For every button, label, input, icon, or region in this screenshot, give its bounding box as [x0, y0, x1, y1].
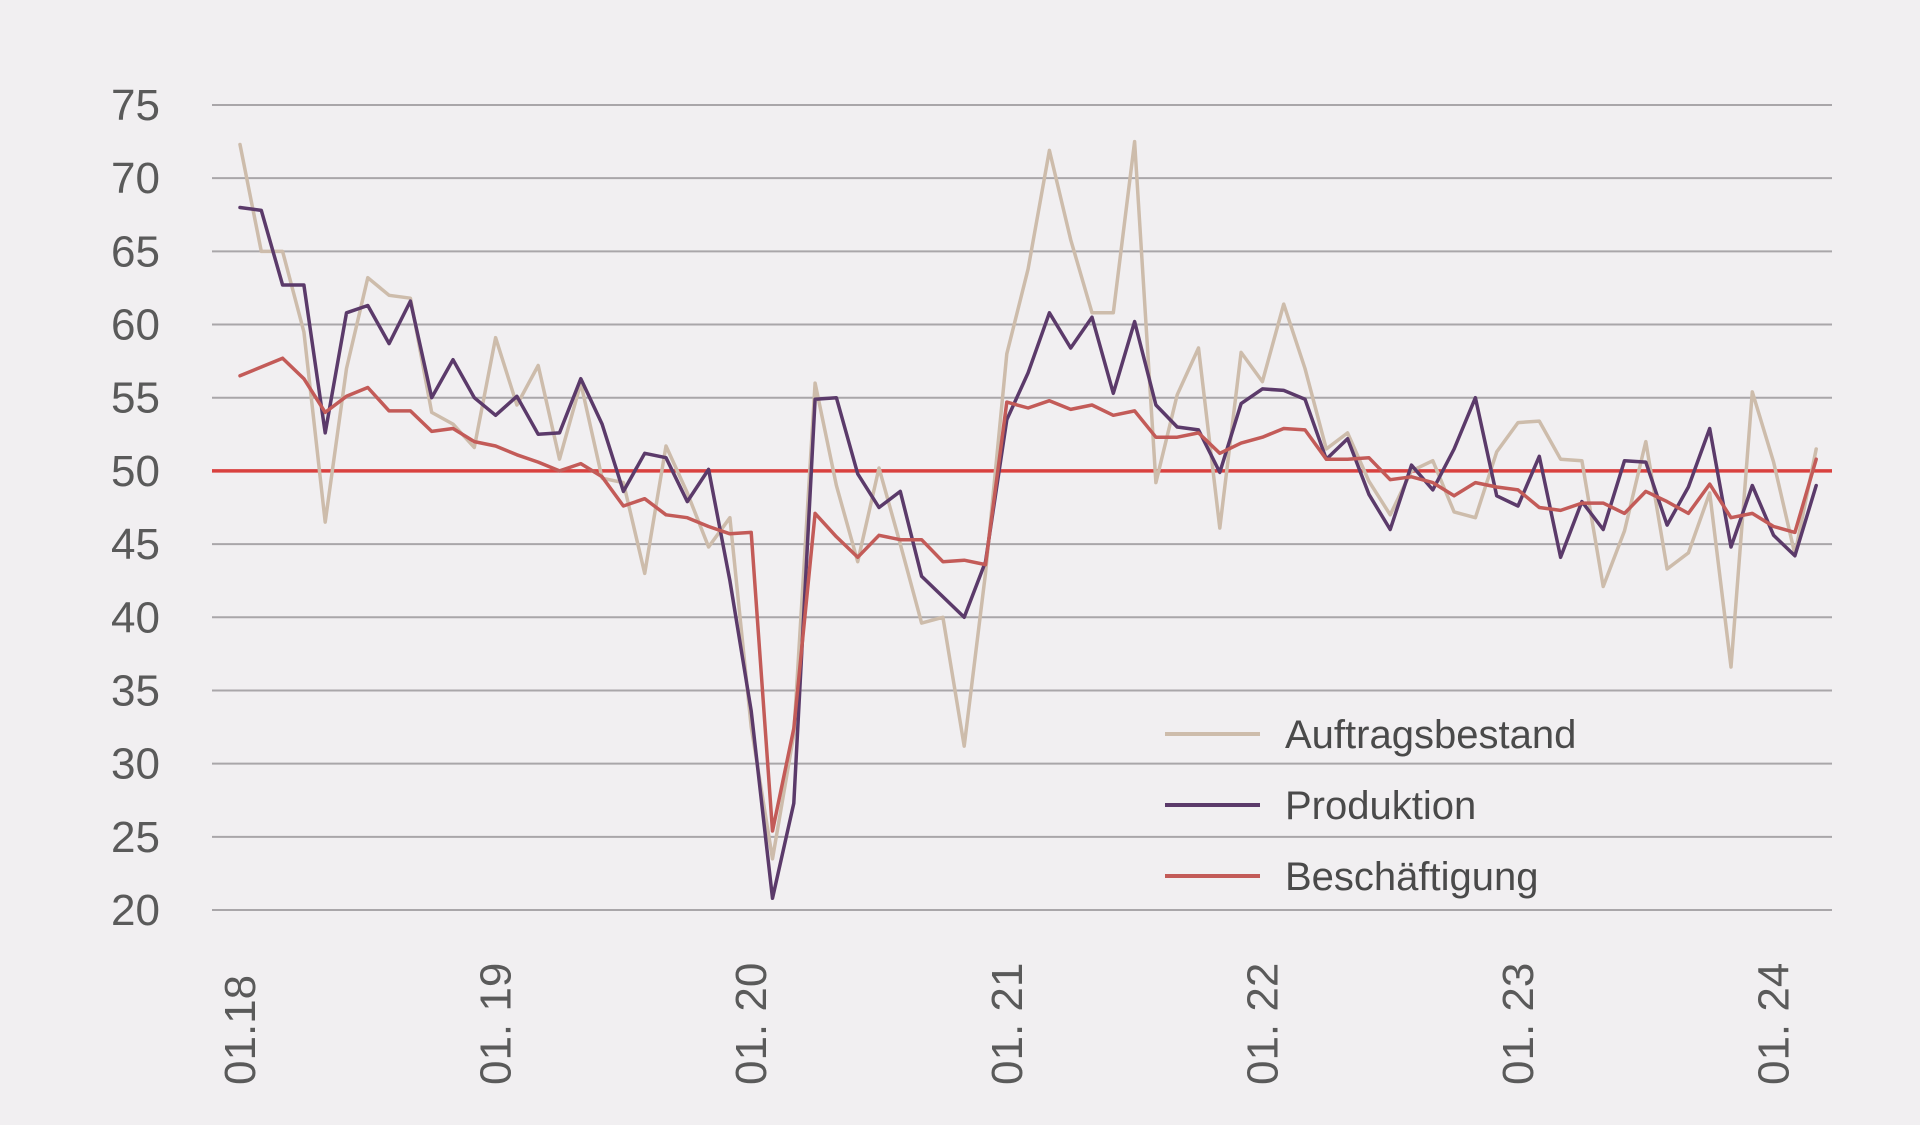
- gridlines: [212, 104, 1832, 911]
- x-tick-label: 01. 21: [983, 963, 1032, 1085]
- y-tick-label: 25: [111, 813, 160, 862]
- y-tick-label: 30: [111, 740, 160, 789]
- x-tick-label: 01. 20: [727, 963, 776, 1085]
- series-line-beschftigung: [238, 356, 1818, 833]
- y-tick-label: 45: [111, 520, 160, 569]
- series-line-produktion: [238, 205, 1818, 901]
- y-tick-label: 35: [111, 666, 160, 715]
- y-axis-tick-labels: 20 25 30 35 40 45 50 55 60 65 70 75: [111, 81, 160, 935]
- legend-label: Beschäftigung: [1285, 855, 1539, 899]
- y-tick-label: 50: [111, 447, 160, 496]
- x-tick-label: 01. 24: [1750, 963, 1799, 1085]
- legend: Auftragsbestand Produktion Beschäftigung: [1165, 713, 1576, 899]
- x-axis-tick-labels: 01.18 01. 19 01. 20 01. 21 01. 22 01. 23 01. 2…: [216, 963, 1799, 1085]
- x-tick-label: 01.18: [216, 975, 265, 1085]
- legend-label: Produktion: [1285, 784, 1476, 828]
- series-line-auftragsbestand: [238, 139, 1818, 861]
- y-tick-label: 60: [111, 301, 160, 350]
- series-lines: [238, 139, 1818, 901]
- y-tick-label: 75: [111, 81, 160, 130]
- y-tick-label: 40: [111, 593, 160, 642]
- y-tick-label: 20: [111, 886, 160, 935]
- x-tick-label: 01. 22: [1238, 963, 1287, 1085]
- y-tick-label: 55: [111, 374, 160, 423]
- legend-label: Auftragsbestand: [1285, 713, 1576, 757]
- y-tick-label: 65: [111, 227, 160, 276]
- x-tick-label: 01. 19: [472, 963, 521, 1085]
- x-tick-label: 01. 23: [1494, 963, 1543, 1085]
- y-tick-label: 70: [111, 154, 160, 203]
